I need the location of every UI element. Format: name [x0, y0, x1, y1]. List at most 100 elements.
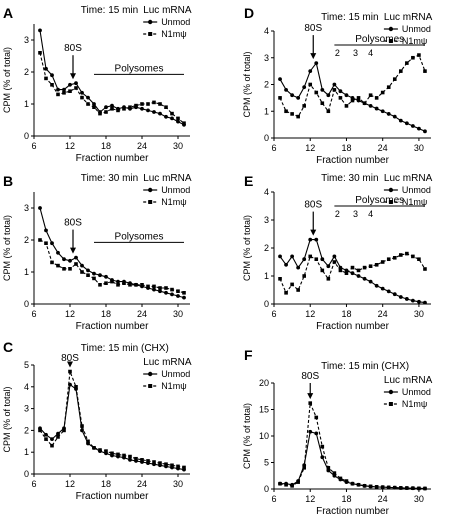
- data-point: [176, 119, 180, 124]
- y-tick-label: 1: [264, 106, 269, 116]
- data-point: [80, 95, 84, 100]
- data-point: [344, 93, 349, 98]
- data-point: [56, 87, 60, 92]
- data-point: [417, 299, 421, 304]
- data-point: [80, 263, 84, 268]
- x-axis-label: Fraction number: [316, 155, 389, 166]
- x-tick-label: 6: [271, 309, 276, 319]
- data-point: [405, 486, 409, 490]
- y-axis-label: CPM (% of total): [242, 215, 252, 281]
- x-tick-label: 6: [31, 309, 36, 319]
- data-point: [104, 281, 108, 285]
- y-tick-label: 2: [24, 235, 29, 245]
- data-point: [134, 103, 138, 108]
- data-point: [128, 457, 132, 462]
- data-point: [386, 85, 391, 89]
- data-point: [62, 257, 66, 262]
- data-point: [170, 287, 174, 292]
- legend-label: N1mψ: [402, 197, 427, 207]
- data-point: [44, 437, 48, 441]
- x-tick-label: 6: [271, 494, 276, 504]
- data-point: [405, 61, 409, 65]
- data-point: [80, 270, 84, 274]
- data-point: [38, 428, 42, 433]
- panel-letter: B: [3, 173, 13, 189]
- data-point: [326, 466, 331, 470]
- data-point: [104, 449, 108, 453]
- y-tick-label: 2: [24, 425, 29, 435]
- time-label: Time: 15 min: [321, 12, 378, 23]
- polysome-peak-label: 4: [368, 209, 373, 219]
- data-point: [68, 82, 72, 87]
- data-point: [404, 121, 409, 126]
- data-point: [176, 294, 180, 298]
- data-point: [302, 257, 307, 262]
- data-point: [152, 287, 156, 292]
- x-tick-label: 6: [31, 479, 36, 489]
- data-point: [146, 102, 150, 106]
- data-point: [176, 289, 180, 293]
- polysome-peak-label: 3: [353, 209, 358, 219]
- data-point: [399, 69, 403, 73]
- data-point: [338, 89, 343, 94]
- legend-label: Unmod: [161, 369, 190, 379]
- data-point: [128, 283, 132, 287]
- y-tick-label: 5: [24, 360, 29, 370]
- data-point: [417, 257, 421, 261]
- data-point: [50, 241, 54, 246]
- data-point: [314, 61, 319, 65]
- data-point: [320, 455, 325, 460]
- polysomes-label: Polysomes: [115, 63, 164, 74]
- data-point: [68, 369, 72, 374]
- data-point: [278, 277, 282, 281]
- data-point: [62, 267, 66, 271]
- series-line-n1m: [279, 402, 426, 490]
- data-point: [98, 448, 102, 452]
- data-point: [404, 297, 409, 301]
- peak-arrow-head: [310, 229, 317, 236]
- data-point: [86, 95, 90, 100]
- data-point: [86, 268, 90, 273]
- time-label: Time: 15 min (CHX): [321, 361, 409, 372]
- data-point: [158, 111, 162, 116]
- data-point: [302, 466, 306, 470]
- y-tick-label: 3: [264, 215, 269, 225]
- data-point: [140, 106, 144, 111]
- data-point: [320, 101, 325, 106]
- data-point: [350, 98, 355, 103]
- data-point: [411, 55, 415, 60]
- mrna-label: Luc mRNA: [143, 173, 192, 184]
- data-point: [98, 273, 102, 278]
- series-line-unmod: [279, 239, 426, 304]
- data-point: [296, 114, 300, 119]
- legend-marker: [388, 187, 394, 193]
- data-point: [356, 96, 361, 100]
- data-point: [374, 485, 379, 489]
- data-point: [386, 485, 391, 490]
- data-point: [158, 286, 162, 290]
- y-tick-label: 3: [24, 404, 29, 414]
- data-point: [398, 118, 403, 123]
- data-point: [392, 77, 397, 81]
- data-point: [417, 126, 421, 131]
- x-tick-label: 30: [173, 141, 183, 151]
- polysome-peak-label: 4: [368, 48, 373, 58]
- legend-label: Unmod: [402, 185, 431, 195]
- data-point: [296, 95, 301, 100]
- data-point: [368, 104, 373, 108]
- data-point: [50, 73, 54, 78]
- data-point: [332, 260, 337, 264]
- data-point: [62, 91, 66, 95]
- legend-marker: [388, 402, 393, 406]
- data-point: [170, 111, 174, 116]
- x-tick-label: 12: [65, 309, 75, 319]
- data-point: [405, 251, 409, 256]
- data-point: [374, 106, 379, 111]
- data-point: [314, 90, 319, 95]
- legend-marker: [388, 200, 393, 204]
- data-point: [350, 271, 355, 276]
- data-point: [417, 53, 421, 57]
- x-axis-label: Fraction number: [76, 153, 149, 164]
- data-point: [104, 105, 108, 110]
